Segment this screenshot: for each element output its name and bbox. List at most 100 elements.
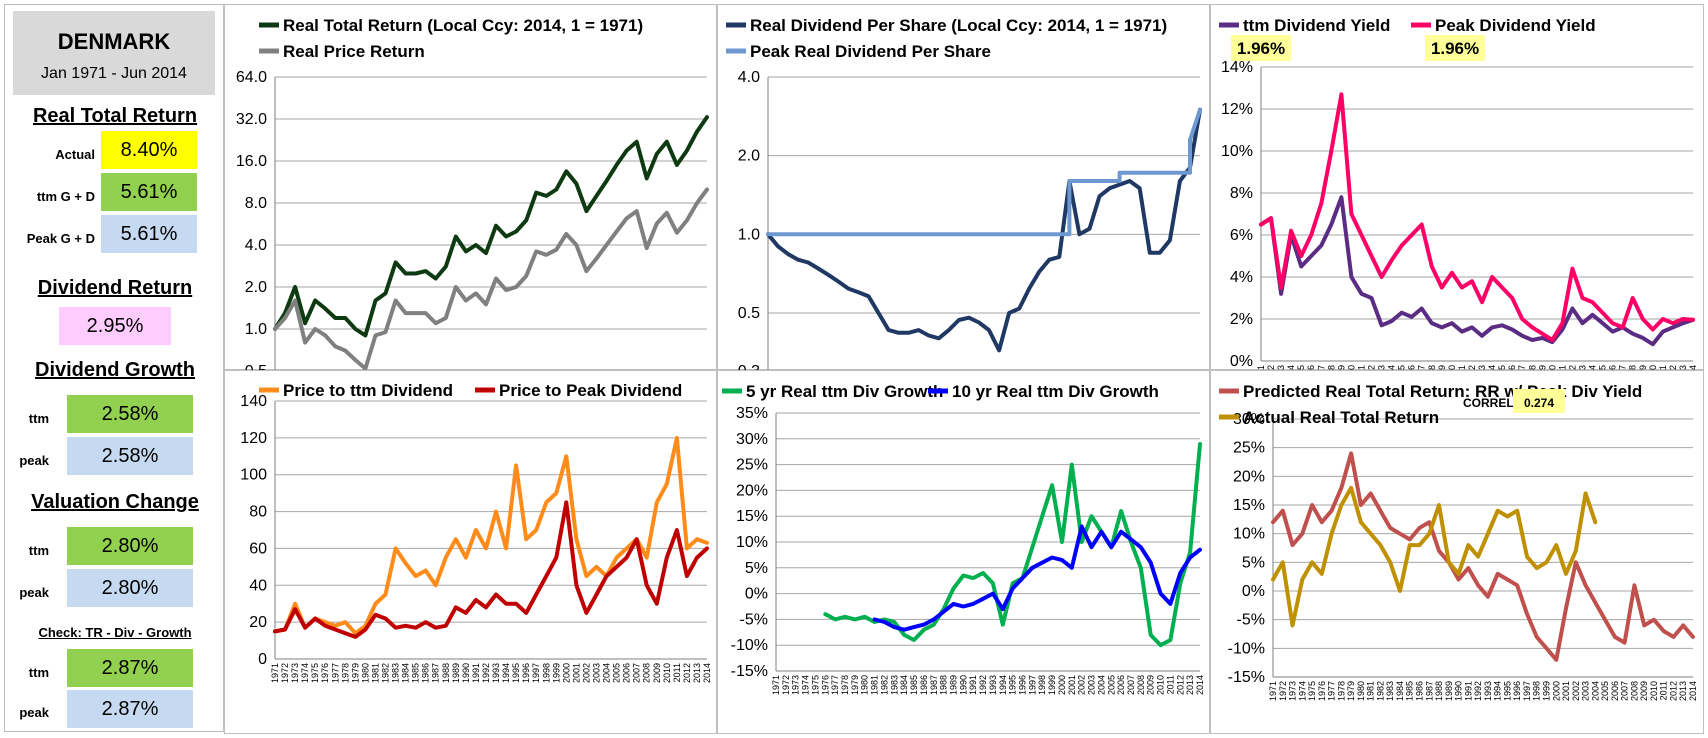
- predicted-return-chart: -15%-10%-5%0%5%10%15%20%25%30%1971 1972 19…: [1219, 382, 1698, 701]
- dividend-yield-chart: 0%2%4%6%8%10%12%14%197119721973197419751…: [1219, 16, 1698, 371]
- x-tick-label: 1982: [1367, 365, 1377, 371]
- x-tick-label: 2010: [1649, 681, 1659, 701]
- x-tick-label: 1996: [1507, 365, 1517, 371]
- x-tick-label: 1980: [1346, 365, 1356, 371]
- x-tick-label: 1990: [1447, 365, 1457, 371]
- y-tick-label: -10%: [731, 637, 768, 654]
- series-line-1: [872, 524, 1202, 632]
- x-tick-label: 1995: [1497, 365, 1507, 371]
- y-tick-label: 14%: [1221, 59, 1253, 76]
- x-tick-label: 1987: [431, 663, 441, 683]
- x-tick-label: 1989: [1437, 365, 1447, 371]
- x-tick-label: 1976: [320, 663, 330, 683]
- x-tick-label: 2014: [702, 663, 712, 683]
- y-tick-label: 20: [249, 614, 267, 631]
- y-tick-label: 0%: [1242, 583, 1265, 600]
- x-tick-label: 1981: [1366, 681, 1376, 701]
- x-tick-label: 1975: [810, 675, 820, 695]
- x-tick-label: 1979: [350, 663, 360, 683]
- x-tick-label: 2011: [1659, 681, 1669, 700]
- valuation-ttm-label: ttm: [28, 543, 49, 558]
- y-tick-label: 35%: [736, 405, 768, 422]
- x-tick-label: 1977: [330, 663, 340, 683]
- x-tick-label: 2002: [1077, 675, 1087, 695]
- x-tick-label: 1987: [1417, 365, 1427, 371]
- valuation-change-title: Valuation Change: [31, 491, 199, 513]
- x-tick-label: 1973: [791, 675, 801, 695]
- x-tick-label: 1971: [1256, 365, 1266, 371]
- x-tick-label: 2004: [1590, 681, 1600, 701]
- x-tick-label: 1986: [1407, 365, 1417, 371]
- y-tick-label: 1.0: [738, 226, 760, 243]
- x-tick-label: 2005: [612, 663, 622, 683]
- series-line-1: [273, 500, 709, 639]
- x-tick-label: 1975: [1296, 365, 1306, 371]
- y-tick-label: 8.0: [245, 195, 267, 212]
- y-tick-label: 15%: [1233, 497, 1265, 514]
- x-tick-label: 1996: [521, 663, 531, 683]
- x-tick-label: 2010: [662, 663, 672, 683]
- chart-panel-predicted-return: -15% -10% -5% 0% 5% 10% 15% 20% 25% 30% 1971 1972 19…: [1210, 370, 1704, 734]
- x-tick-label: 2005: [1600, 681, 1610, 701]
- dividend-growth-title: Dividend Growth: [35, 359, 195, 381]
- country-header: DENMARK Jan 1971 - Jun 2014: [13, 11, 215, 95]
- series-line-0: [273, 115, 709, 338]
- y-tick-label: -5%: [1237, 612, 1265, 629]
- chart-panel-dividend-growth: -15% -10% -5% 0% 5% 10% 15% 20% 25% 30% 35% 1971 197…: [717, 370, 1210, 734]
- legend-label-1: Price to Peak Dividend: [499, 381, 682, 400]
- x-tick-label: 1991: [1457, 365, 1467, 371]
- x-tick-label: 1992: [1467, 365, 1477, 371]
- y-tick-label: 20%: [736, 482, 768, 499]
- y-tick-label: 0.5: [738, 305, 760, 322]
- x-tick-label: 2001: [1067, 675, 1077, 695]
- x-tick-label: 1984: [899, 675, 909, 695]
- x-tick-label: 1986: [421, 663, 431, 683]
- x-tick-label: 1989: [451, 663, 461, 683]
- x-tick-label: 1998: [1532, 681, 1542, 701]
- x-tick-label: 1975: [1307, 681, 1317, 701]
- x-tick-label: 1976: [1306, 365, 1316, 371]
- x-tick-label: 2003: [1577, 365, 1587, 371]
- x-tick-label: 2003: [591, 663, 601, 683]
- x-tick-label: 1992: [978, 675, 988, 695]
- y-tick-label: 80: [249, 504, 267, 521]
- x-tick-label: 1983: [1385, 681, 1395, 701]
- y-tick-label: 25%: [1233, 440, 1265, 457]
- x-tick-label: 1995: [1502, 681, 1512, 701]
- x-tick-label: 2013: [1678, 681, 1688, 701]
- y-tick-label: 20%: [1233, 468, 1265, 485]
- legend-label-1: Peak Dividend Yield: [1435, 16, 1596, 35]
- series-line-0: [1259, 195, 1695, 347]
- y-tick-label: 2.0: [245, 279, 267, 296]
- x-tick-label: 1975: [310, 663, 320, 683]
- x-tick-label: 2004: [1096, 675, 1106, 695]
- x-tick-label: 1978: [1326, 365, 1336, 371]
- x-tick-label: 2012: [682, 663, 692, 683]
- x-tick-label: 1971: [771, 675, 781, 695]
- x-tick-label: 1992: [481, 663, 491, 683]
- x-tick-label: 2006: [1116, 675, 1126, 695]
- x-tick-label: 1974: [801, 675, 811, 695]
- x-tick-label: 1976: [820, 675, 830, 695]
- x-tick-label: 1980: [360, 663, 370, 683]
- x-tick-label: 2014: [1195, 675, 1205, 695]
- dividend-per-share-chart: 0.30.51.02.04.01971197219731974197519761…: [726, 16, 1202, 371]
- x-tick-label: 1988: [1427, 365, 1437, 371]
- x-tick-label: 1980: [1356, 681, 1366, 701]
- date-range: Jan 1971 - Jun 2014: [41, 65, 187, 82]
- x-tick-label: 1980: [860, 675, 870, 695]
- x-tick-label: 1974: [1286, 365, 1296, 371]
- x-tick-label: 2000: [1057, 675, 1067, 695]
- x-tick-label: 1978: [840, 675, 850, 695]
- x-tick-label: 1974: [1297, 681, 1307, 701]
- chart-panel-price-to-dividend: 0 20 40 60 80 100 120 140 1971 1972 1973 1974 1975 19…: [224, 370, 717, 734]
- x-tick-label: 1982: [381, 663, 391, 683]
- legend-label-1: Real Price Return: [283, 42, 425, 61]
- legend-label-0: Predicted Real Total Return: RR w/ Peak …: [1243, 382, 1642, 401]
- x-tick-label: 2008: [642, 663, 652, 683]
- callout-box-1: [1425, 35, 1485, 61]
- x-tick-label: 2001: [571, 663, 581, 683]
- x-tick-label: 1995: [511, 663, 521, 683]
- x-tick-label: 1996: [1512, 681, 1522, 701]
- x-tick-label: 1982: [1375, 681, 1385, 701]
